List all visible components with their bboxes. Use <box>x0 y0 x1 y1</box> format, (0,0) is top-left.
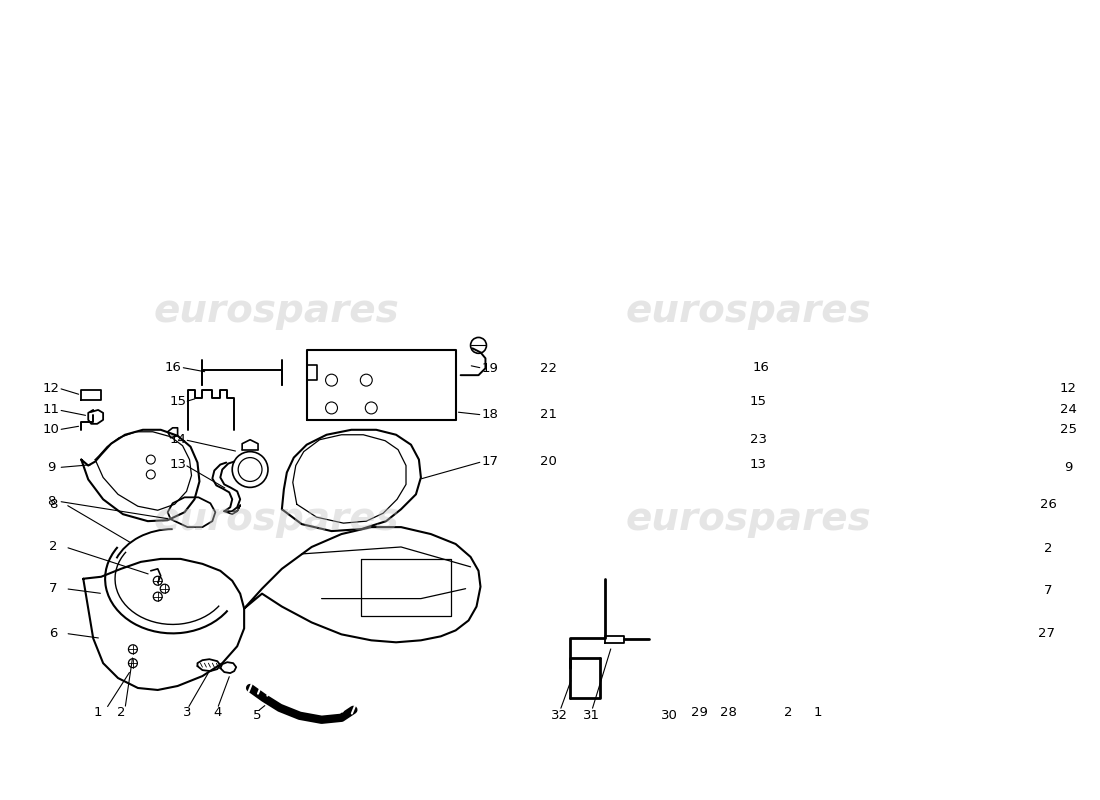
Text: 13: 13 <box>750 458 767 471</box>
Text: 1: 1 <box>814 706 823 719</box>
Text: eurospares: eurospares <box>626 292 871 330</box>
Text: 16: 16 <box>752 361 769 374</box>
Text: 7: 7 <box>1044 584 1053 597</box>
Text: 20: 20 <box>540 455 557 468</box>
Text: 8: 8 <box>47 494 56 508</box>
Text: 3: 3 <box>184 706 191 719</box>
Text: 30: 30 <box>661 710 678 722</box>
Text: 12: 12 <box>1060 382 1077 394</box>
Text: eurospares: eurospares <box>154 292 399 330</box>
Text: 6: 6 <box>50 627 57 640</box>
Text: 28: 28 <box>720 706 737 719</box>
Text: 22: 22 <box>539 362 557 374</box>
Text: 14: 14 <box>169 434 186 446</box>
Text: 31: 31 <box>583 710 601 722</box>
Text: 15: 15 <box>169 395 186 409</box>
Text: eurospares: eurospares <box>154 500 399 538</box>
Text: 8: 8 <box>50 498 57 510</box>
Text: 18: 18 <box>482 408 499 422</box>
Text: 29: 29 <box>691 706 707 719</box>
Text: 2: 2 <box>50 541 57 554</box>
Text: 1: 1 <box>94 706 102 719</box>
Text: 21: 21 <box>539 408 557 422</box>
Text: 32: 32 <box>551 710 569 722</box>
Text: 2: 2 <box>117 706 125 719</box>
Text: 9: 9 <box>47 461 56 474</box>
Text: 9: 9 <box>1064 461 1072 474</box>
Text: 10: 10 <box>43 423 59 436</box>
Text: 5: 5 <box>253 710 262 722</box>
Text: 15: 15 <box>750 395 767 409</box>
Text: 26: 26 <box>1041 498 1057 510</box>
Text: 7: 7 <box>50 582 57 595</box>
Text: 19: 19 <box>482 362 499 374</box>
Text: 23: 23 <box>750 434 767 446</box>
Text: 2: 2 <box>1044 542 1053 555</box>
Text: 24: 24 <box>1060 403 1077 417</box>
Text: 13: 13 <box>169 458 186 471</box>
Text: 16: 16 <box>164 361 182 374</box>
Text: 17: 17 <box>482 455 499 468</box>
Text: 27: 27 <box>1038 627 1055 640</box>
Text: 12: 12 <box>43 382 60 394</box>
Text: 4: 4 <box>213 706 221 719</box>
Text: eurospares: eurospares <box>626 500 871 538</box>
Text: 25: 25 <box>1060 423 1077 436</box>
Text: 2: 2 <box>784 706 793 719</box>
Text: 11: 11 <box>43 403 60 417</box>
